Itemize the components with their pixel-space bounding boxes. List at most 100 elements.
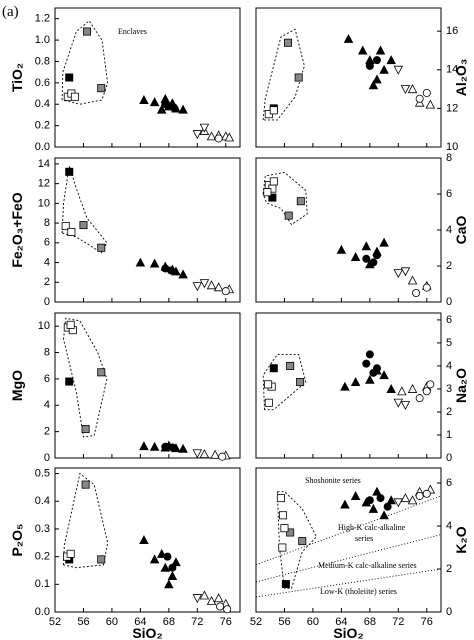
point (70, 92, 79, 101)
point (65, 377, 74, 386)
point (407, 275, 418, 285)
point (163, 552, 172, 561)
point (206, 595, 217, 605)
point (422, 88, 431, 97)
y-tick-label: 0.2 (35, 120, 50, 132)
annotation: series (355, 534, 373, 543)
point (149, 554, 160, 564)
y-tick-label: 10 (38, 197, 50, 209)
x-tick-label: 76 (421, 616, 433, 628)
point (350, 252, 361, 262)
point (221, 287, 230, 296)
y-tick-label: 0.4 (35, 495, 50, 507)
point (263, 188, 272, 197)
point (365, 374, 375, 384)
annotation: Low-K (tholeiite) series (320, 587, 397, 596)
enclave-outline (262, 171, 308, 226)
point (379, 370, 389, 380)
y-tick-label: 4 (446, 224, 452, 236)
y-tick-label: 0.2 (35, 551, 50, 563)
point (199, 590, 210, 600)
point (372, 251, 381, 260)
point (296, 378, 305, 387)
y-tick-label: 1.0 (35, 34, 50, 46)
point (81, 424, 90, 433)
point (178, 104, 188, 114)
y-tick-label: 6 (44, 237, 50, 249)
y-tick-label: 0 (446, 296, 452, 308)
point (149, 258, 160, 268)
point (223, 605, 232, 614)
point (425, 99, 436, 109)
annotation: High-K calc-alkaline (338, 523, 406, 532)
point (199, 279, 210, 289)
y-tick-label: 12 (446, 102, 458, 114)
y-tick-label: 0.8 (35, 55, 50, 67)
point (415, 94, 424, 103)
point (81, 480, 90, 489)
panel: 0 2 4 6 8 10 12 14 Fe₂O₃+FeO (9, 157, 241, 308)
point (264, 380, 273, 389)
point (278, 543, 287, 552)
y-tick-label: 8 (44, 346, 50, 358)
point (426, 380, 435, 389)
point (269, 106, 278, 115)
point (372, 74, 382, 84)
point (83, 27, 92, 36)
point (97, 243, 106, 252)
point (160, 562, 171, 572)
point (362, 359, 371, 368)
point (135, 257, 146, 267)
y-tick-label: 8 (446, 152, 452, 164)
enclave-outline (276, 491, 318, 589)
point (368, 80, 379, 90)
point (170, 104, 179, 113)
panel-label: (a) (2, 4, 19, 20)
point (199, 123, 210, 133)
point (281, 580, 290, 589)
point (161, 442, 170, 451)
point (357, 45, 368, 55)
enclave-outline (262, 28, 305, 121)
point (284, 38, 293, 47)
point (166, 266, 175, 275)
point (400, 85, 411, 95)
point (361, 241, 372, 251)
point (400, 493, 411, 503)
point (268, 193, 277, 202)
y-tick-label: 10 (38, 320, 50, 332)
point (415, 394, 424, 403)
y-tick-label: 8 (44, 217, 50, 229)
enclave-outline (61, 165, 108, 254)
panel: 10 12 14 16 Al₂O₃ (255, 7, 469, 153)
point (372, 56, 381, 65)
point (97, 555, 106, 564)
point (369, 258, 378, 267)
point (65, 167, 74, 176)
point (372, 486, 382, 496)
point (379, 64, 389, 74)
point (97, 84, 106, 93)
point (422, 489, 431, 498)
point (368, 503, 379, 513)
y-tick-label: 0 (446, 452, 452, 464)
y-tick-label: 0 (446, 606, 452, 618)
point (224, 132, 235, 142)
point (139, 95, 149, 104)
plot-frame (255, 312, 442, 459)
panel: 0 2 4 6 8 10 MgO (9, 312, 241, 464)
point (340, 499, 350, 509)
point (192, 594, 203, 604)
x-tick-label: 64 (134, 616, 146, 628)
y-axis-title: Fe₂O₃+FeO (9, 192, 25, 267)
point (66, 549, 75, 558)
plot-frame (54, 7, 241, 148)
point (336, 244, 347, 254)
y-tick-label: 0 (44, 452, 50, 464)
point (218, 452, 227, 461)
point (192, 130, 203, 140)
y-axis-title: CaO (453, 216, 469, 245)
point (149, 97, 160, 107)
point (214, 134, 223, 143)
point (422, 387, 431, 396)
